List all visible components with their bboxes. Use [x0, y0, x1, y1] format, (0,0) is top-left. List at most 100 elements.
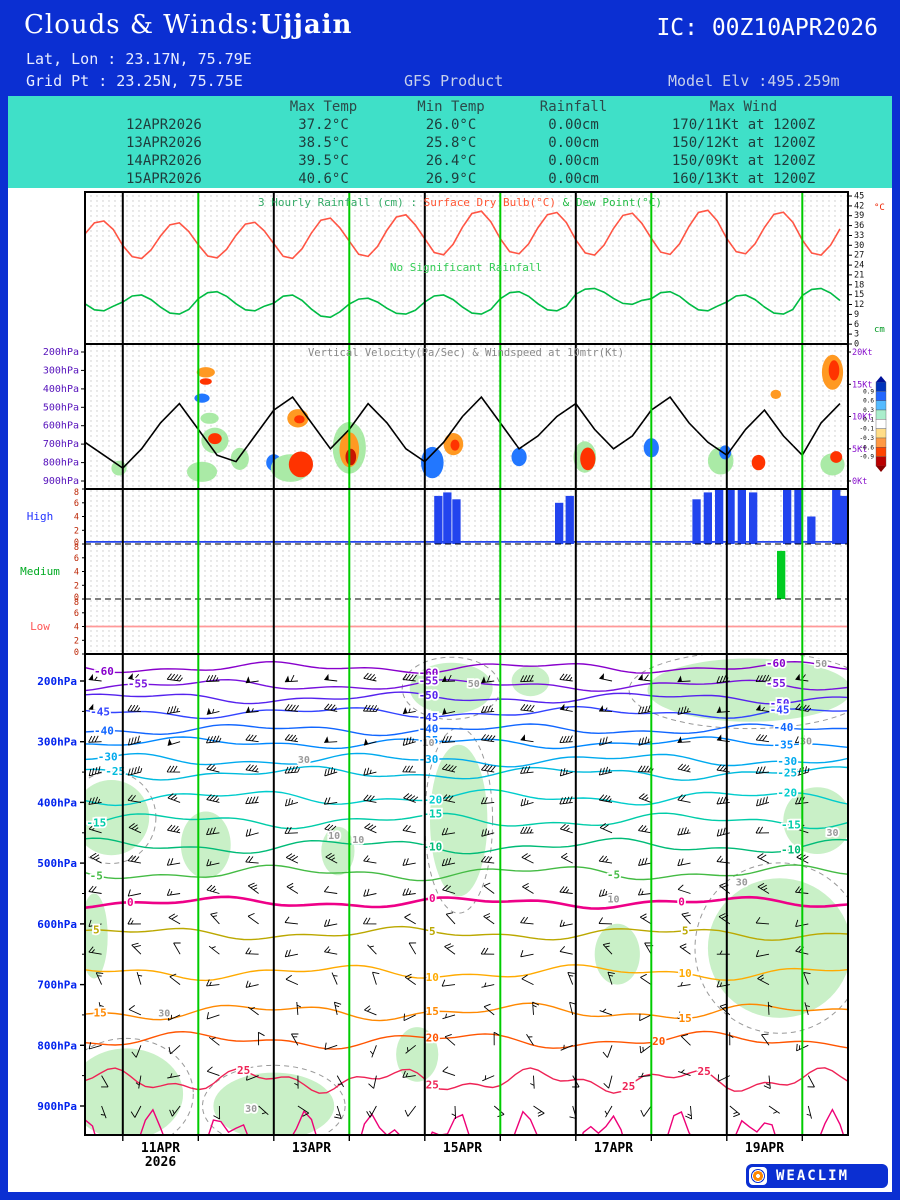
- svg-text:700hPa: 700hPa: [43, 439, 79, 450]
- svg-text:19APR: 19APR: [745, 1141, 784, 1156]
- svg-text:-5: -5: [607, 868, 620, 881]
- svg-text:Vertical Velocity(Pa/Sec) & Wi: Vertical Velocity(Pa/Sec) & Windspeed at…: [308, 347, 624, 359]
- svg-text:-30: -30: [777, 755, 797, 768]
- svg-text:25: 25: [622, 1080, 635, 1093]
- svg-text:-55: -55: [419, 675, 439, 688]
- table-cell: 13APR2026: [126, 135, 202, 151]
- svg-text:-0.9: -0.9: [860, 454, 875, 461]
- column-header: Rainfall: [539, 99, 608, 115]
- svg-text:0.3: 0.3: [863, 407, 874, 414]
- svg-text:0Kt: 0Kt: [852, 477, 867, 487]
- svg-text:10: 10: [679, 967, 692, 980]
- svg-text:500hPa: 500hPa: [43, 402, 79, 413]
- svg-text:No Significant Rainfall: No Significant Rainfall: [390, 261, 542, 274]
- svg-text:33: 33: [854, 231, 864, 241]
- svg-text:-55: -55: [766, 677, 786, 690]
- svg-text:25: 25: [697, 1065, 710, 1078]
- svg-text:High: High: [27, 510, 54, 523]
- svg-text:30: 30: [245, 1104, 257, 1115]
- svg-text:0: 0: [74, 593, 79, 603]
- table-header-row: Max Temp Min Temp Rainfall Max Wind: [8, 98, 892, 116]
- svg-text:400hPa: 400hPa: [37, 796, 77, 809]
- svg-text:-45: -45: [419, 711, 439, 724]
- svg-text:5Kt: 5Kt: [852, 445, 867, 455]
- svg-text:0: 0: [127, 896, 134, 909]
- product-label: GFS Product: [404, 72, 504, 90]
- svg-text:-0.1: -0.1: [860, 426, 875, 433]
- svg-text:42: 42: [854, 201, 864, 211]
- svg-text:30: 30: [854, 241, 864, 251]
- svg-text:-30: -30: [419, 753, 439, 766]
- svg-text:4: 4: [74, 513, 79, 523]
- svg-text:30: 30: [826, 828, 838, 839]
- svg-text:8: 8: [74, 543, 79, 553]
- svg-text:10: 10: [426, 971, 439, 984]
- svg-text:17APR: 17APR: [594, 1141, 633, 1156]
- svg-text:50: 50: [815, 659, 827, 670]
- table-row: 14APR2026 39.5°C 26.4°C 0.00cm 150/09Kt at 1…: [8, 152, 892, 170]
- brand-name: WEACLIM: [776, 1168, 850, 1184]
- svg-text:0.9: 0.9: [863, 388, 874, 395]
- column-header: Min Temp: [417, 99, 485, 115]
- svg-text:15: 15: [426, 1005, 439, 1018]
- grid-point-label: Grid Pt : 23.25N, 75.75E: [26, 72, 243, 90]
- svg-text:50: 50: [468, 679, 480, 690]
- svg-text:11APR: 11APR: [141, 1141, 180, 1156]
- svg-text:200hPa: 200hPa: [37, 675, 77, 688]
- station-name: Ujjain: [259, 10, 353, 40]
- svg-text:-10: -10: [422, 841, 442, 854]
- svg-text:2: 2: [74, 526, 79, 536]
- svg-text:-20: -20: [777, 786, 797, 799]
- table-cell: 40.6°C: [298, 171, 349, 187]
- svg-text:18: 18: [854, 280, 864, 290]
- svg-text:-40: -40: [773, 721, 793, 734]
- svg-text:-25: -25: [105, 765, 125, 778]
- svg-text:0.6: 0.6: [863, 398, 874, 405]
- svg-text:2026: 2026: [145, 1155, 176, 1170]
- table-cell: 38.5°C: [298, 135, 349, 151]
- svg-text:0: 0: [74, 648, 79, 658]
- svg-text:10: 10: [607, 895, 619, 906]
- table-cell: 37.2°C: [298, 117, 349, 133]
- svg-text:-0.3: -0.3: [860, 435, 875, 442]
- svg-text:10Kt: 10Kt: [852, 413, 872, 423]
- svg-text:Low: Low: [30, 620, 50, 633]
- svg-text:500hPa: 500hPa: [37, 857, 77, 870]
- svg-text:-50: -50: [770, 697, 790, 710]
- svg-text:Medium: Medium: [20, 565, 60, 578]
- svg-text:24: 24: [854, 261, 864, 271]
- svg-text:10: 10: [328, 831, 340, 842]
- svg-text:30: 30: [158, 1009, 170, 1020]
- svg-text:15: 15: [93, 1007, 106, 1020]
- initial-condition-time: IC: 00Z10APR2026: [656, 15, 878, 41]
- svg-text:-60: -60: [766, 657, 786, 670]
- svg-text:-15: -15: [781, 819, 801, 832]
- header-banner: Clouds & Winds:Ujjain IC: 00Z10APR2026 L…: [8, 8, 892, 96]
- svg-text:5: 5: [429, 925, 436, 938]
- svg-text:15APR: 15APR: [443, 1141, 482, 1156]
- svg-text:-40: -40: [94, 724, 114, 737]
- svg-text:-15: -15: [86, 817, 106, 830]
- svg-text:900hPa: 900hPa: [43, 476, 79, 487]
- svg-text:800hPa: 800hPa: [37, 1039, 77, 1052]
- svg-text:30: 30: [298, 755, 310, 766]
- svg-text:2: 2: [74, 636, 79, 646]
- svg-text:6: 6: [74, 609, 79, 619]
- svg-text:-45: -45: [770, 704, 790, 717]
- svg-text:-45: -45: [90, 706, 110, 719]
- svg-text:4: 4: [74, 623, 79, 633]
- svg-text:600hPa: 600hPa: [43, 421, 79, 432]
- table-cell: 150/09Kt at 1200Z: [671, 153, 816, 169]
- svg-text:-10: -10: [781, 843, 801, 856]
- svg-text:8: 8: [74, 488, 79, 498]
- svg-text:13APR: 13APR: [292, 1141, 331, 1156]
- table-row: 15APR2026 40.6°C 26.9°C 0.00cm 160/13Kt at 1…: [8, 170, 892, 188]
- svg-text:-5: -5: [90, 869, 103, 882]
- svg-text:0: 0: [429, 892, 436, 905]
- svg-text:-60: -60: [94, 665, 114, 678]
- page-title: Clouds & Winds:Ujjain: [24, 10, 352, 40]
- svg-text:0: 0: [854, 340, 859, 350]
- column-header: Max Temp: [289, 99, 358, 115]
- column-header: Max Wind: [709, 99, 778, 115]
- svg-text:6: 6: [74, 554, 79, 564]
